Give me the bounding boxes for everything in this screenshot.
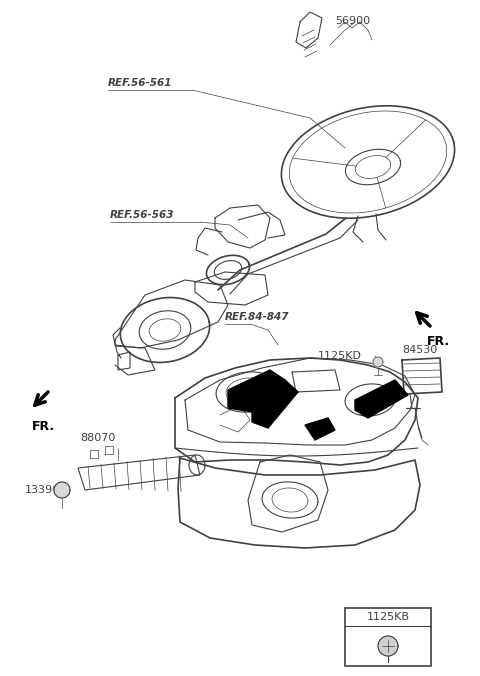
Text: 1339CC: 1339CC bbox=[25, 485, 69, 495]
Polygon shape bbox=[355, 380, 408, 418]
Polygon shape bbox=[54, 482, 70, 498]
Text: 84530: 84530 bbox=[402, 345, 437, 355]
Bar bbox=[345, 608, 431, 666]
Text: 1125KD: 1125KD bbox=[318, 351, 362, 361]
Polygon shape bbox=[252, 380, 298, 428]
Polygon shape bbox=[228, 370, 285, 412]
Text: FR.: FR. bbox=[31, 420, 55, 433]
Polygon shape bbox=[378, 636, 398, 656]
Text: 1125KB: 1125KB bbox=[367, 612, 409, 622]
Polygon shape bbox=[305, 418, 335, 440]
Text: REF.56-561: REF.56-561 bbox=[108, 78, 172, 88]
Text: FR.: FR. bbox=[426, 335, 450, 348]
Text: REF.56-563: REF.56-563 bbox=[110, 210, 175, 220]
Polygon shape bbox=[373, 357, 383, 367]
Text: REF.84-847: REF.84-847 bbox=[225, 312, 289, 322]
Text: 88070: 88070 bbox=[80, 433, 115, 443]
Text: 56900: 56900 bbox=[335, 16, 370, 26]
